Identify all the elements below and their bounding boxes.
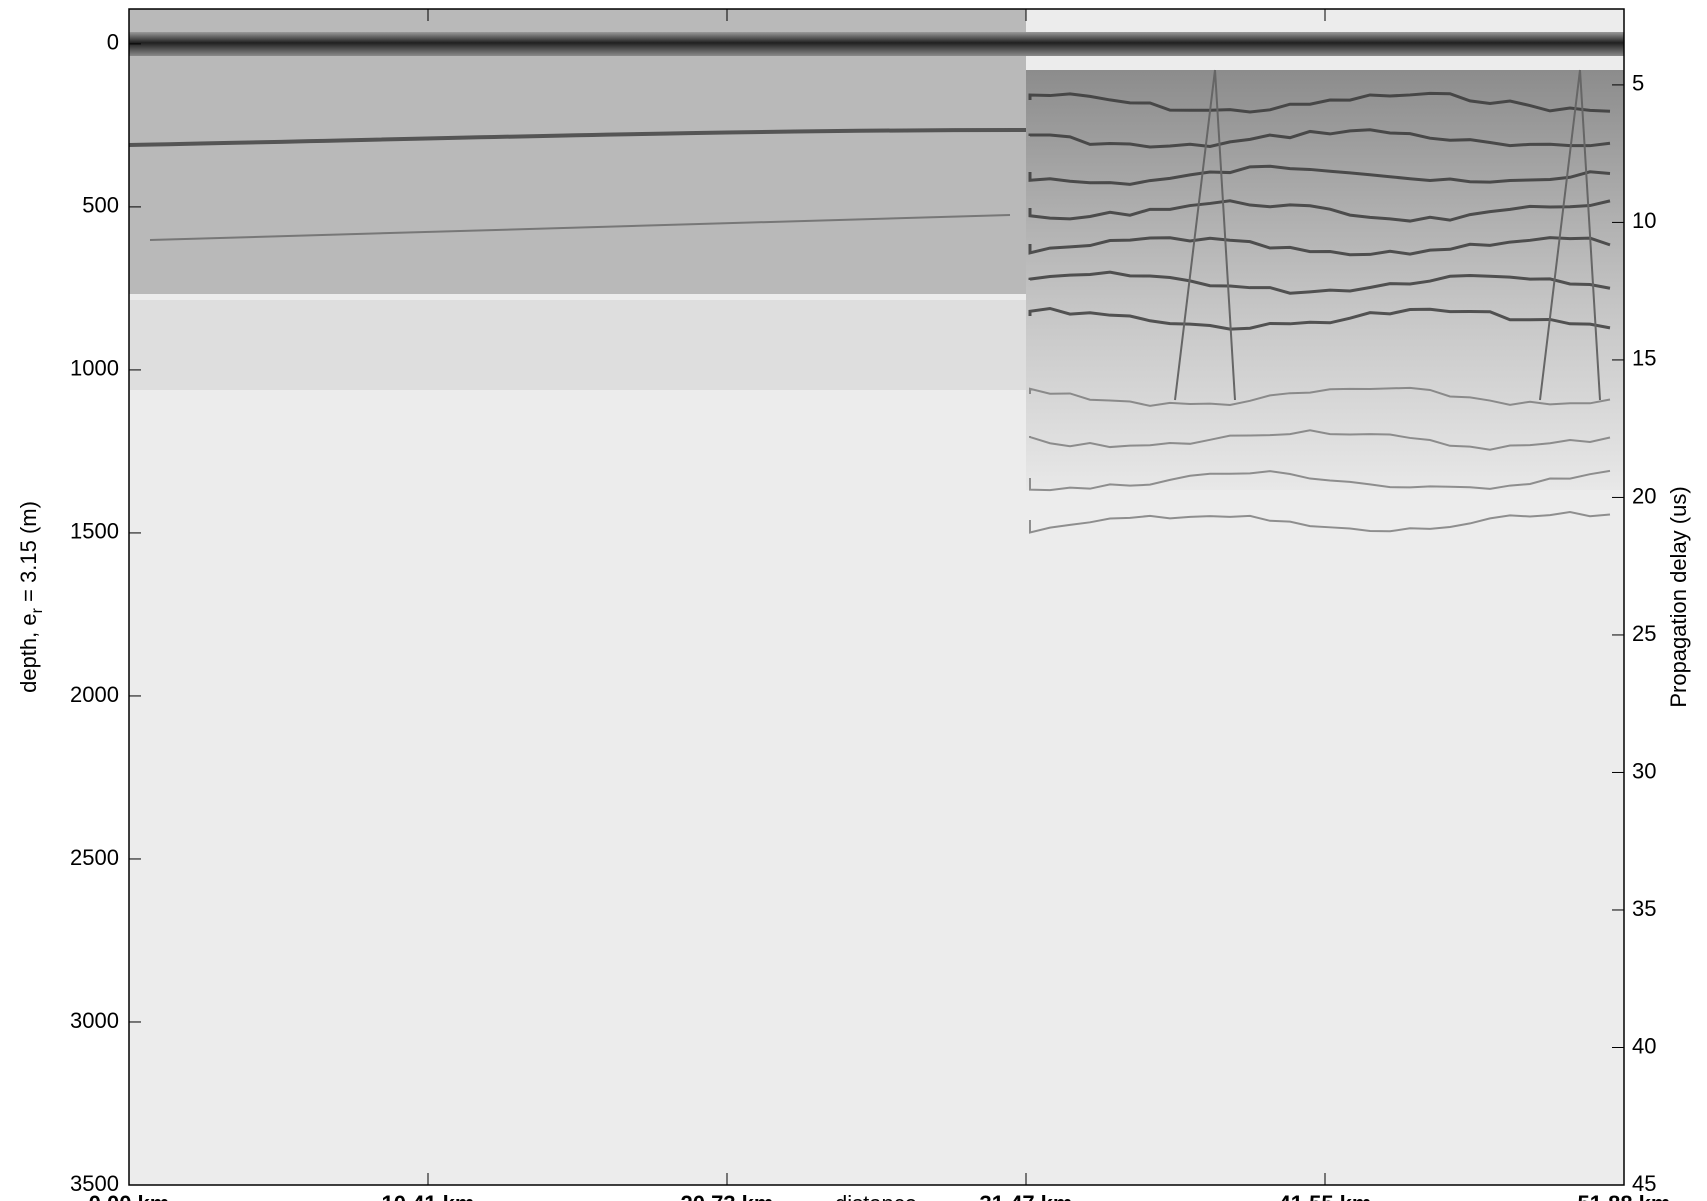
x-tick-label: 51.88 km [1578,1191,1671,1201]
x-tick-label: 10.41 km [382,1191,475,1201]
y2-tick-label: 40 [1632,1033,1656,1058]
radar-texture [1029,429,1611,451]
y-tick-label: 500 [82,193,119,218]
radar-texture [1029,386,1611,407]
y-tick-label: 1000 [70,356,119,381]
x-tick-label: 20.73 km [681,1191,774,1201]
x-tick-label: 0.00 km [89,1191,170,1201]
radar-texture [1028,128,1611,149]
y2-tick-label: 30 [1632,758,1656,783]
y-axis-label: depth, er = 3.15 (m) [16,501,46,693]
y2-tick-label: 15 [1632,346,1656,371]
radar-texture [1028,236,1611,257]
y2-tick-label: 20 [1632,483,1656,508]
image-upper-left [129,9,1026,294]
y2-tick-label: 25 [1632,621,1656,646]
x-tick-label: 41.55 km [1279,1191,1372,1201]
y2-tick-label: 45 [1632,1171,1656,1196]
y2-axis-label: Propagation delay (us) [1666,486,1691,707]
y-axis-label-rest: = 3.15 (m) [16,501,41,608]
y-tick-label: 0 [107,30,119,55]
x-axis-label: distance [835,1191,917,1201]
image-layer [128,128,1027,147]
y2-tick-label: 35 [1632,896,1656,921]
radar-texture [1029,511,1611,534]
radar-texture [1174,69,1236,401]
radar-texture [1028,270,1611,295]
plot-frame [128,8,1625,1186]
radar-texture [1028,306,1611,331]
y-axis-label-main: depth, e [16,613,41,693]
y-axis-label-sub: r [29,607,46,613]
radar-texture [1028,91,1611,114]
radar-texture [1539,69,1601,401]
y2-tick-label: 5 [1632,71,1644,96]
radar-texture [1029,469,1611,492]
y-tick-label: 2500 [70,845,119,870]
radar-texture [1028,199,1611,223]
x-tick-label: 31.47 km [980,1191,1073,1201]
radar-image [128,9,1624,1185]
radar-texture [1028,164,1611,186]
y-tick-label: 3000 [70,1008,119,1033]
y-tick-label: 3500 [70,1171,119,1196]
y-tick-label: 1500 [70,519,119,544]
y2-tick-label: 10 [1632,208,1656,233]
image-surface [129,32,1624,56]
image-faint-band [129,300,1026,390]
y-tick-label: 2000 [70,682,119,707]
